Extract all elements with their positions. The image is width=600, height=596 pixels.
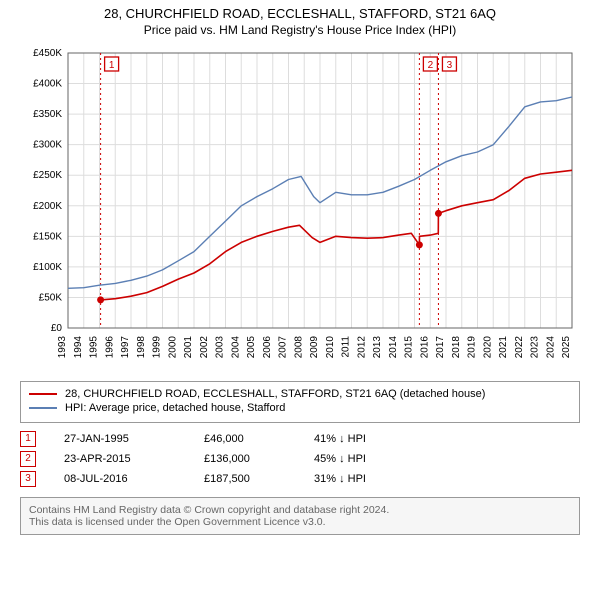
page-subtitle: Price paid vs. HM Land Registry's House … — [0, 23, 600, 37]
x-tick-label: 2002 — [199, 336, 210, 359]
price-chart: £0 £50K £100K £150K £200K £250K £300K £350K £400… — [20, 43, 580, 373]
legend-label: 28, CHURCHFIELD ROAD, ECCLESHALL, STAFFO… — [65, 388, 485, 400]
x-tick-label: 2019 — [467, 336, 478, 359]
x-tick-label: 2020 — [482, 336, 493, 359]
x-tick-label: 2017 — [435, 336, 446, 359]
x-tick-label: 2010 — [325, 336, 336, 359]
y-tick-label: £350K — [33, 109, 62, 120]
x-tick-label: 2001 — [183, 336, 194, 359]
sale-marker-label: 1 — [109, 60, 115, 71]
page-title: 28, CHURCHFIELD ROAD, ECCLESHALL, STAFFO… — [0, 6, 600, 21]
x-tick-label: 2000 — [167, 336, 178, 359]
x-tick-label: 1993 — [57, 336, 68, 359]
sale-row-delta: 45% ↓ HPI — [314, 453, 580, 465]
x-tick-label: 2025 — [561, 336, 572, 359]
chart-svg: £0 £50K £100K £150K £200K £250K £300K £350K £400… — [20, 43, 580, 373]
legend-item: HPI: Average price, detached house, Staf… — [29, 402, 571, 414]
legend-swatch — [29, 407, 57, 409]
x-tick-label: 2013 — [372, 336, 383, 359]
sale-row-delta: 41% ↓ HPI — [314, 433, 580, 445]
x-tick-label: 2024 — [545, 336, 556, 359]
sale-row: 1 27-JAN-1995£46,00041% ↓ HPI — [20, 431, 580, 447]
x-tick-label: 2005 — [246, 336, 257, 359]
x-tick-label: 2008 — [293, 336, 304, 359]
x-tick-label: 1996 — [104, 336, 115, 359]
sale-row: 3 08-JUL-2016£187,50031% ↓ HPI — [20, 471, 580, 487]
sale-row-price: £46,000 — [204, 433, 314, 445]
x-tick-label: 2006 — [262, 336, 273, 359]
x-tick-label: 2023 — [530, 336, 541, 359]
x-tick-label: 2014 — [388, 336, 399, 359]
x-tick-label: 2016 — [419, 336, 430, 359]
sale-dot — [416, 241, 423, 248]
x-tick-label: 1999 — [152, 336, 163, 359]
y-tick-label: £400K — [33, 79, 62, 90]
x-tick-label: 2011 — [341, 336, 352, 358]
attribution-line1: Contains HM Land Registry data © Crown c… — [29, 504, 571, 516]
sale-row-date: 27-JAN-1995 — [64, 433, 204, 445]
x-tick-label: 1998 — [136, 336, 147, 359]
x-tick-label: 2009 — [309, 336, 320, 359]
x-tick-label: 1997 — [120, 336, 131, 359]
attribution: Contains HM Land Registry data © Crown c… — [20, 497, 580, 535]
legend-item: 28, CHURCHFIELD ROAD, ECCLESHALL, STAFFO… — [29, 388, 571, 400]
x-tick-label: 2012 — [356, 336, 367, 359]
sales-table: 1 27-JAN-1995£46,00041% ↓ HPI 2 23-APR-2015… — [20, 431, 580, 487]
sale-dot — [97, 296, 104, 303]
sale-row-price: £136,000 — [204, 453, 314, 465]
y-tick-label: £200K — [33, 201, 62, 212]
sale-row-date: 08-JUL-2016 — [64, 473, 204, 485]
y-tick-label: £250K — [33, 170, 62, 181]
x-tick-label: 2021 — [498, 336, 509, 359]
x-tick-label: 2018 — [451, 336, 462, 359]
y-tick-label: £0 — [51, 323, 63, 334]
sale-row-marker: 1 — [20, 431, 36, 447]
y-tick-label: £450K — [33, 48, 62, 59]
x-tick-label: 2004 — [230, 336, 241, 359]
x-tick-label: 1995 — [89, 336, 100, 359]
legend-label: HPI: Average price, detached house, Staf… — [65, 402, 285, 414]
sale-marker-label: 3 — [447, 60, 453, 71]
legend-swatch — [29, 393, 57, 395]
sale-row: 2 23-APR-2015£136,00045% ↓ HPI — [20, 451, 580, 467]
x-tick-label: 2007 — [278, 336, 289, 359]
y-tick-label: £150K — [33, 231, 62, 242]
sale-row-marker: 2 — [20, 451, 36, 467]
x-tick-label: 2003 — [215, 336, 226, 359]
sale-dot — [435, 210, 442, 217]
y-tick-label: £50K — [39, 292, 63, 303]
y-tick-label: £300K — [33, 140, 62, 151]
x-tick-label: 1994 — [73, 336, 84, 359]
attribution-line2: This data is licensed under the Open Gov… — [29, 516, 571, 528]
sale-marker-label: 2 — [428, 60, 434, 71]
sale-row-price: £187,500 — [204, 473, 314, 485]
y-tick-label: £100K — [33, 262, 62, 273]
x-tick-label: 2015 — [404, 336, 415, 359]
x-tick-label: 2022 — [514, 336, 525, 359]
sale-row-marker: 3 — [20, 471, 36, 487]
legend: 28, CHURCHFIELD ROAD, ECCLESHALL, STAFFO… — [20, 381, 580, 423]
sale-row-delta: 31% ↓ HPI — [314, 473, 580, 485]
sale-row-date: 23-APR-2015 — [64, 453, 204, 465]
